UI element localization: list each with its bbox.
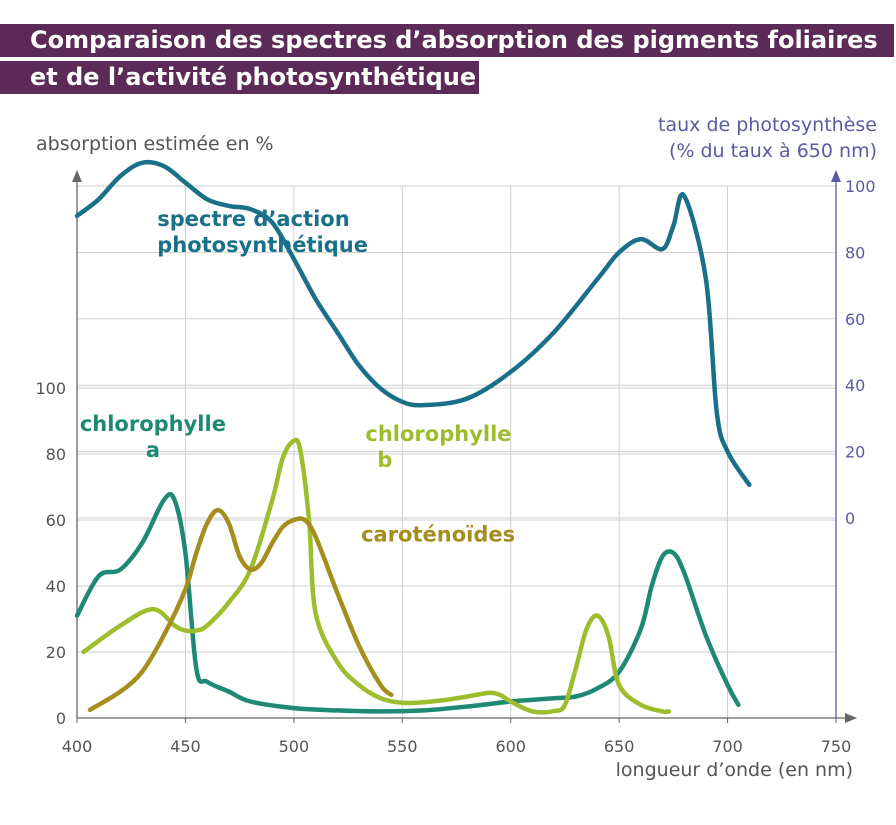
curve-chl_a xyxy=(74,491,741,714)
right-axis-arrow xyxy=(831,170,841,182)
right-y-tick-label: 100 xyxy=(845,177,876,196)
left-axis-title: absorption estimée en % xyxy=(36,133,274,155)
left-y-tick-label: 100 xyxy=(35,379,66,398)
right-y-tick-label: 0 xyxy=(845,509,855,528)
x-axis-title: longueur d’onde (en nm) xyxy=(616,759,853,781)
left-y-tick-label: 20 xyxy=(46,643,66,662)
curve-action xyxy=(74,159,752,488)
x-tick-label: 750 xyxy=(821,737,852,756)
x-tick-label: 400 xyxy=(62,737,93,756)
right-y-tick-label: 40 xyxy=(845,376,865,395)
left-y-tick-label: 0 xyxy=(56,709,66,728)
label-chl_a-line-1: chlorophylle xyxy=(80,412,226,436)
curve-chl_b xyxy=(81,437,672,715)
label-chl_b-line-1: chlorophylle xyxy=(365,422,511,446)
right-axis-title-line-2: (% du taux à 650 nm) xyxy=(669,140,877,162)
x-tick-label: 700 xyxy=(712,737,743,756)
title-line-2: et de l’activité photosynthétique xyxy=(0,61,479,94)
chart-axes xyxy=(72,170,857,723)
left-y-tick-label: 40 xyxy=(46,577,66,596)
chart-curves xyxy=(74,159,752,715)
curve-carot xyxy=(87,507,394,713)
left-axis-arrow xyxy=(72,170,82,182)
label-action-line-1: spectre d’action xyxy=(157,207,349,231)
x-tick-label: 600 xyxy=(495,737,526,756)
right-y-tick-label: 60 xyxy=(845,310,865,329)
label-action-line-2: photosynthétique xyxy=(157,233,368,257)
left-y-tick-label: 60 xyxy=(46,511,66,530)
x-tick-label: 650 xyxy=(604,737,635,756)
label-chl_a-line-2: a xyxy=(146,438,160,462)
right-y-tick-label: 80 xyxy=(845,243,865,262)
title-line-1: Comparaison des spectres d’absorption de… xyxy=(0,24,894,57)
x-tick-label: 550 xyxy=(387,737,418,756)
x-tick-label: 450 xyxy=(170,737,201,756)
label-carot-line-1: caroténoïdes xyxy=(361,522,515,546)
right-axis-title-line-1: taux de photosynthèse xyxy=(658,114,877,136)
x-tick-label: 500 xyxy=(279,737,310,756)
x-axis-arrow xyxy=(845,713,857,723)
label-chl_b-line-2: b xyxy=(377,448,392,472)
right-y-tick-label: 20 xyxy=(845,443,865,462)
chart-tick-labels: 400 450 500 550 600 650 700 750 0 20 40 60 80 100 0 20 4… xyxy=(35,177,875,756)
left-y-tick-label: 80 xyxy=(46,445,66,464)
